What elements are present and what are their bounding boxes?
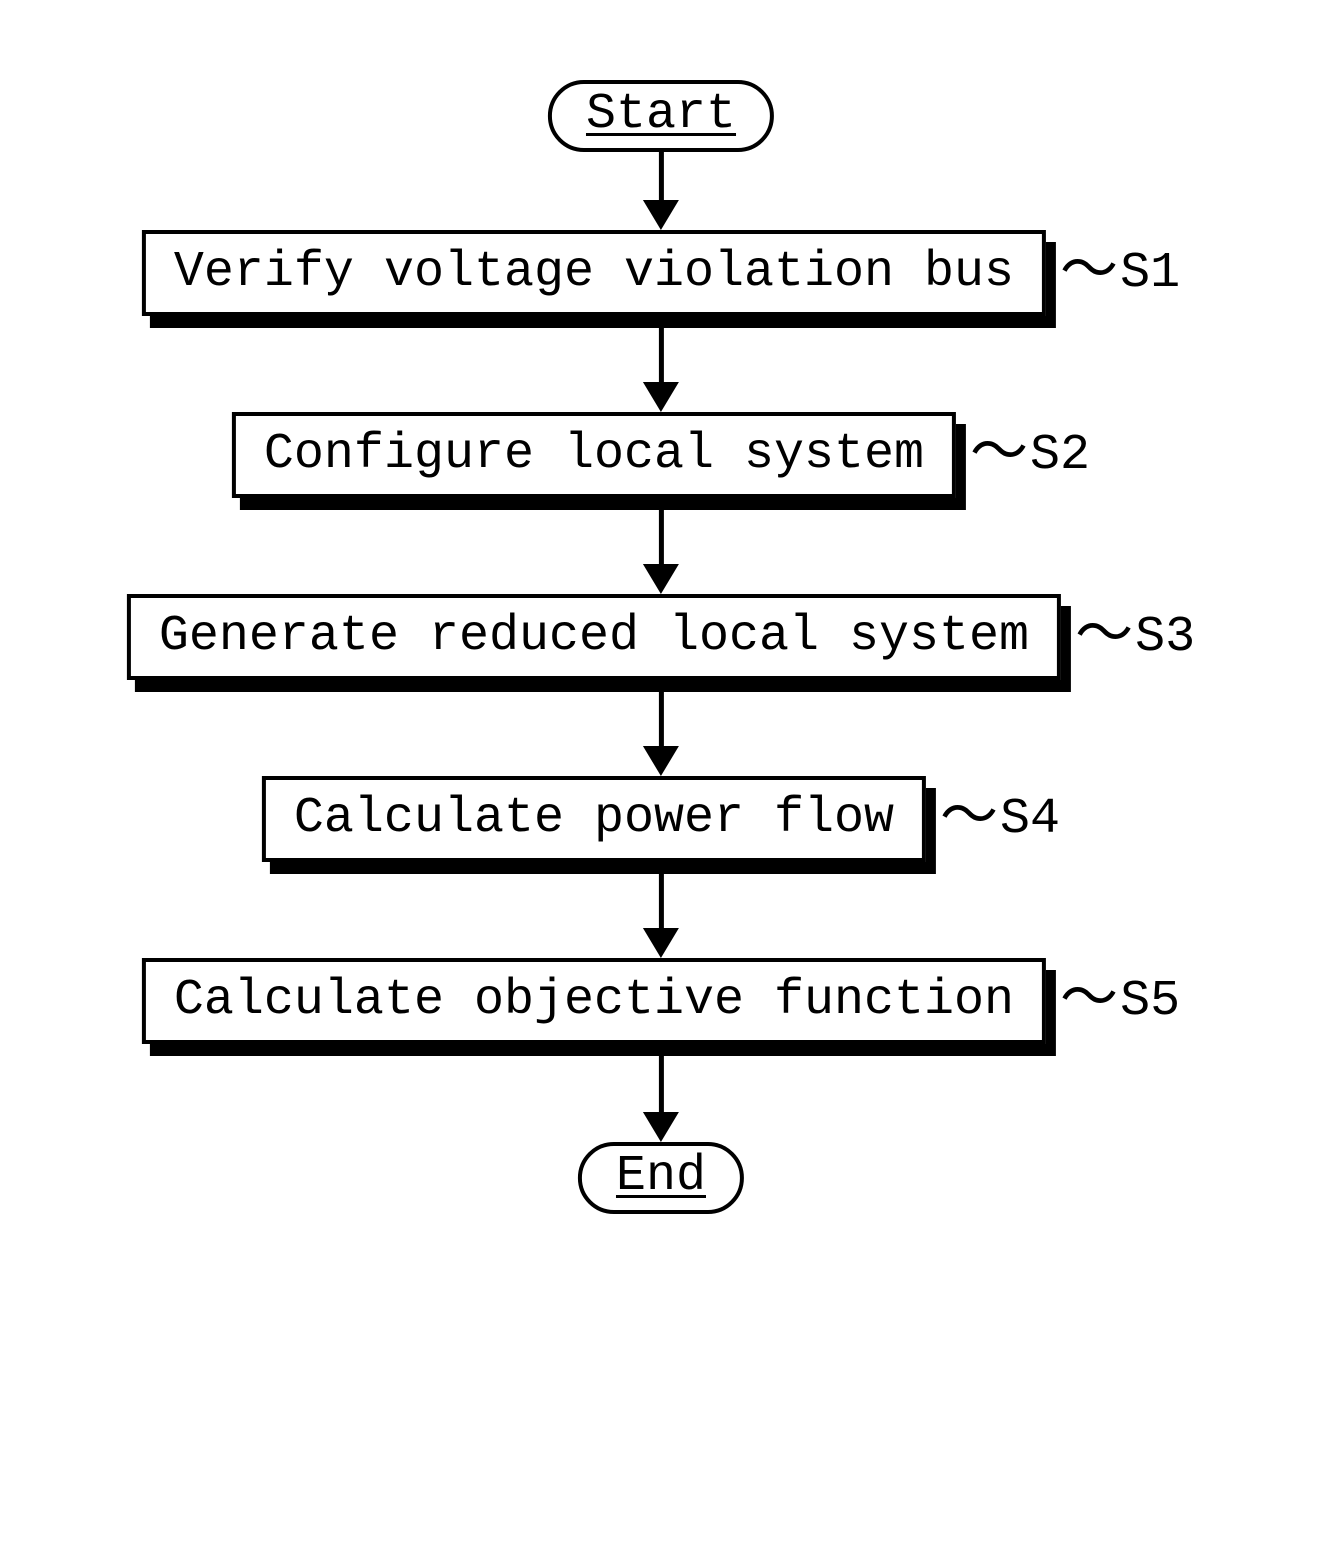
arrow-head-icon <box>643 746 679 776</box>
label-text: S1 <box>1120 245 1180 302</box>
step-block: Configure local system <box>232 412 956 498</box>
connector-icon: 〜 <box>1060 974 1118 1032</box>
step-s2: Configure local system 〜 S2 <box>232 412 1090 498</box>
connector-icon: 〜 <box>1075 610 1133 668</box>
label-text: S5 <box>1120 973 1180 1030</box>
arrow-5 <box>643 1044 679 1142</box>
label-text: S3 <box>1135 609 1195 666</box>
step-label-s3: 〜 S3 <box>1075 608 1195 666</box>
step-text: Calculate power flow <box>262 776 926 862</box>
end-terminal: End <box>578 1142 744 1214</box>
connector-icon: 〜 <box>970 428 1028 486</box>
step-s4: Calculate power flow 〜 S4 <box>262 776 1060 862</box>
arrow-3 <box>643 680 679 776</box>
step-s1: Verify voltage violation bus 〜 S1 <box>142 230 1180 316</box>
step-label-s5: 〜 S5 <box>1060 972 1180 1030</box>
step-label-s4: 〜 S4 <box>940 790 1060 848</box>
label-text: S2 <box>1030 427 1090 484</box>
step-s5: Calculate objective function 〜 S5 <box>142 958 1180 1044</box>
step-text: Calculate objective function <box>142 958 1046 1044</box>
step-s3: Generate reduced local system 〜 S3 <box>127 594 1195 680</box>
arrow-0 <box>643 152 679 230</box>
end-text: End <box>578 1142 744 1214</box>
connector-icon: 〜 <box>940 792 998 850</box>
step-text: Configure local system <box>232 412 956 498</box>
start-terminal: Start <box>548 80 774 152</box>
arrow-head-icon <box>643 200 679 230</box>
start-text: Start <box>548 80 774 152</box>
step-block: Calculate power flow <box>262 776 926 862</box>
connector-icon: 〜 <box>1060 246 1118 304</box>
step-text: Generate reduced local system <box>127 594 1061 680</box>
arrow-head-icon <box>643 564 679 594</box>
arrow-head-icon <box>643 382 679 412</box>
step-label-s2: 〜 S2 <box>970 426 1090 484</box>
label-text: S4 <box>1000 791 1060 848</box>
step-block: Verify voltage violation bus <box>142 230 1046 316</box>
arrow-head-icon <box>643 928 679 958</box>
arrow-4 <box>643 862 679 958</box>
arrow-1 <box>643 316 679 412</box>
step-label-s1: 〜 S1 <box>1060 244 1180 302</box>
step-block: Calculate objective function <box>142 958 1046 1044</box>
arrow-2 <box>643 498 679 594</box>
flowchart-container: Start Verify voltage violation bus 〜 S1 … <box>127 80 1195 1214</box>
arrow-line <box>659 152 664 202</box>
arrow-head-icon <box>643 1112 679 1142</box>
step-text: Verify voltage violation bus <box>142 230 1046 316</box>
step-block: Generate reduced local system <box>127 594 1061 680</box>
